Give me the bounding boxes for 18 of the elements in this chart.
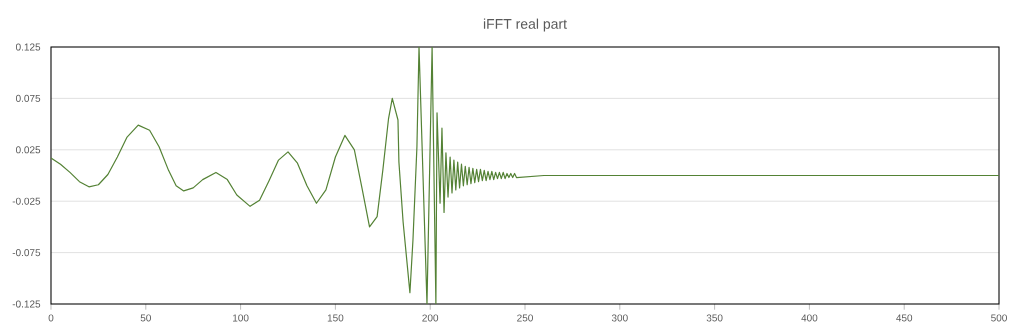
x-tick-label: 50 [140, 314, 151, 322]
x-tick-label: 450 [896, 314, 913, 322]
x-tick-label: 150 [327, 314, 344, 322]
chart-title: iFFT real part [483, 18, 567, 32]
x-tick-label: 500 [991, 314, 1007, 322]
y-tick-label: 0.125 [15, 43, 41, 51]
y-tick-label: -0.025 [12, 197, 41, 205]
y-tick-label: 0.075 [15, 94, 41, 102]
x-tick-label: 100 [233, 314, 249, 322]
y-tick-label: 0.025 [15, 146, 41, 154]
x-tick-label: 0 [48, 314, 54, 322]
y-tick-label: -0.075 [12, 249, 41, 257]
x-tick-label: 400 [801, 314, 818, 322]
x-tick-label: 300 [611, 314, 628, 322]
x-tick-label: 250 [517, 314, 533, 322]
x-tick-label: 200 [422, 314, 439, 322]
x-tick-label: 350 [706, 314, 723, 322]
y-tick-label: -0.125 [12, 300, 41, 308]
